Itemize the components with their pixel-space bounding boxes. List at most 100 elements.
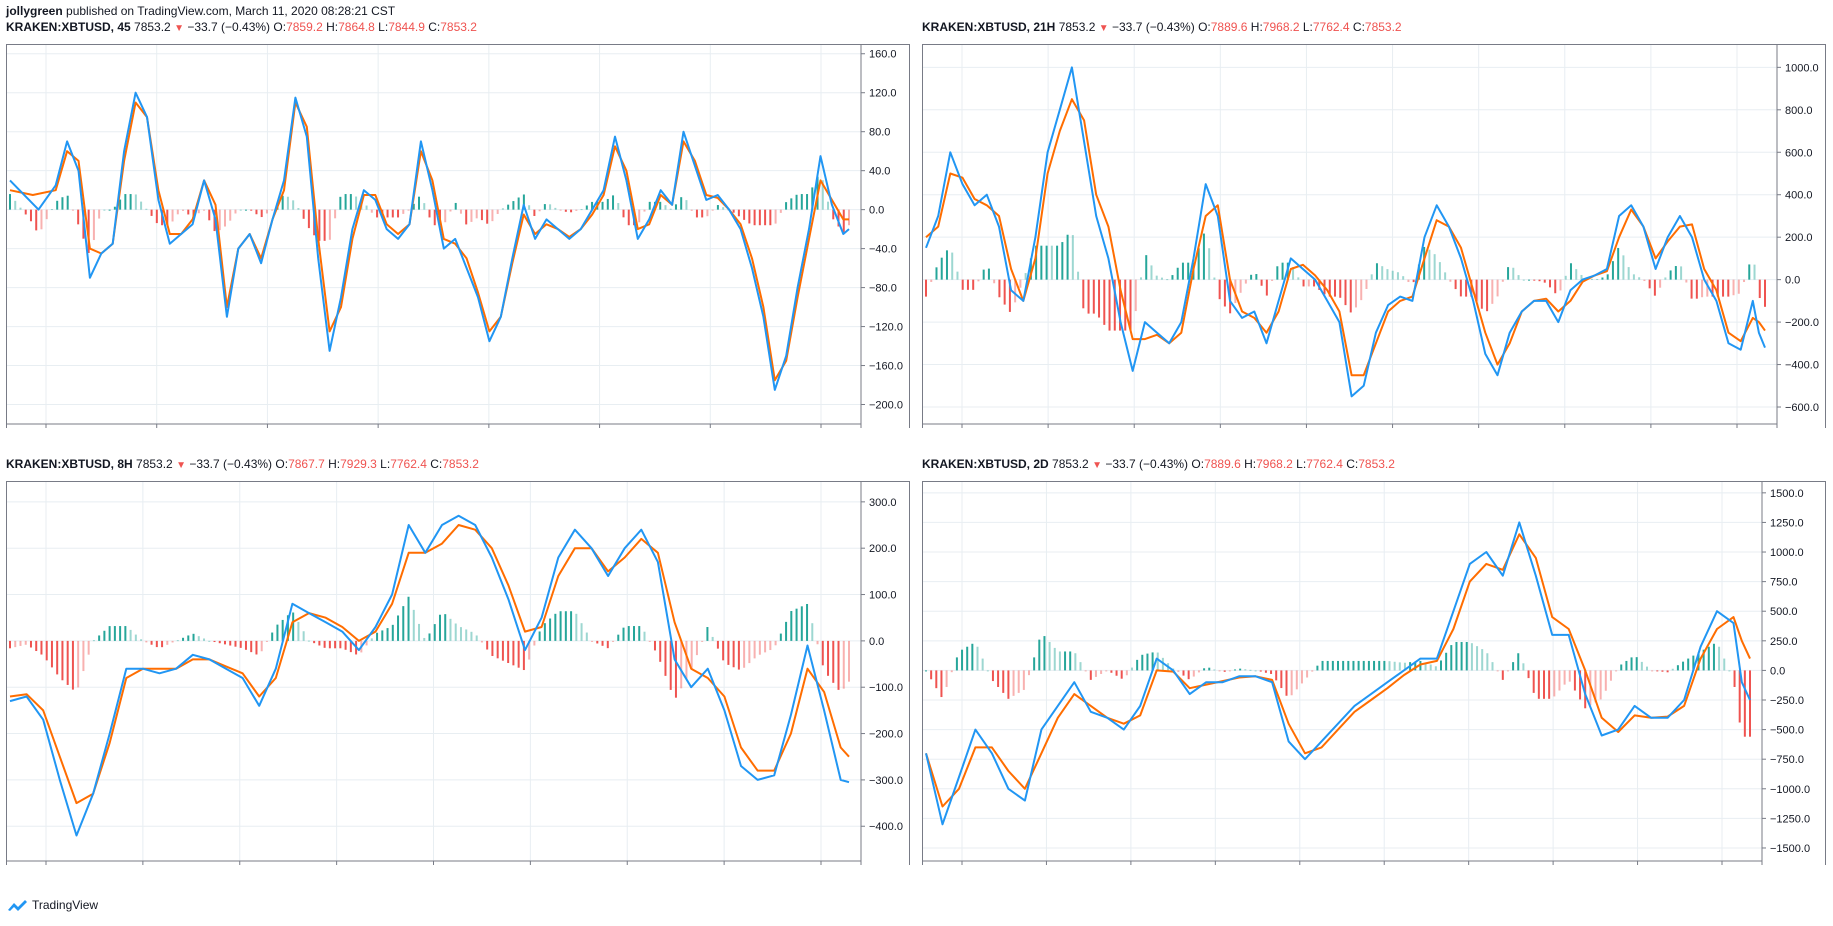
histogram-bar [1002,670,1005,693]
histogram-bar [1669,270,1672,280]
histogram-bar [1181,262,1184,280]
footer-brand[interactable]: TradingView [6,898,98,912]
histogram-bar [1275,670,1278,681]
chart-legend: KRAKEN:XBTUSD, 2D 7853.2 ▼ −33.7 (−0.43%… [922,457,1395,471]
histogram-bar [103,630,106,641]
histogram-bar [1620,664,1623,671]
histogram-bar [1454,279,1457,290]
histogram-bar [1352,660,1355,671]
histogram-bar [113,206,116,210]
histogram-bar [1056,245,1059,280]
histogram-bar [1532,670,1535,693]
histogram-bar [234,640,237,647]
histogram-bar [50,640,53,668]
histogram-bar [1643,279,1646,282]
histogram-bar [925,670,927,672]
histogram-bar [1568,670,1571,682]
legend-high-label: H: [1250,20,1263,34]
histogram-bar [1429,664,1432,671]
chart-svg[interactable]: 1000.0 800.0 600.0 400.0 200.0 0.0 −200.0 −400.… [916,0,1829,428]
histogram-bar [1014,279,1017,303]
histogram-bar [806,194,809,210]
histogram-bar [1019,279,1022,288]
histogram-bar [1393,661,1396,671]
histogram-bar [1537,670,1540,699]
histogram-bar [580,209,583,211]
histogram-bar [255,209,258,215]
histogram-bar [1337,660,1339,671]
histogram-bar [334,640,337,649]
histogram-bar [407,596,410,641]
histogram-bar [800,606,803,641]
histogram-bar [1391,270,1394,280]
histogram-bar [1615,670,1618,672]
histogram-bar [940,257,943,280]
histogram-bar [1254,670,1257,672]
histogram-bar [1491,279,1494,304]
histogram-bar [423,203,426,210]
y-tick-label: −1500.0 [1770,843,1810,855]
chart-panel-21h[interactable]: KRAKEN:XBTUSD, 21H 7853.2 ▼ −33.7 (−0.43… [916,0,1829,428]
histogram-bar [1115,670,1118,676]
histogram-bar [1202,233,1205,280]
y-tick-label: −300.0 [869,775,903,787]
chart-svg[interactable]: 160.0 120.0 80.0 40.0 0.0 −40.0 −80.0 −120.0 −16… [0,0,913,428]
histogram-bar [1071,235,1074,280]
histogram-bar [66,640,69,685]
histogram-bar [1388,661,1391,671]
histogram-bar [1146,653,1149,671]
histogram-bar [45,209,48,220]
histogram-bar [465,629,468,641]
histogram-bar [302,209,305,219]
histogram-bar [318,640,321,646]
histogram-bar [192,633,195,641]
histogram-bar [213,209,216,232]
histogram-bar [1656,670,1659,672]
histogram-bar [1105,670,1108,672]
histogram-bar [1208,248,1211,280]
histogram-bar [549,204,552,210]
histogram-bar [1187,262,1190,280]
chart-panel-45[interactable]: KRAKEN:XBTUSD, 45 7853.2 ▼ −33.7 (−0.43%… [0,0,913,428]
histogram-bar [1223,670,1226,672]
chart-svg[interactable]: 1500.0 1250.0 1000.0 750.0 500.0 250.0 0.0 −250… [916,437,1829,865]
histogram-bar [1134,279,1137,312]
chart-svg[interactable]: 300.0 200.0 100.0 0.0 −100.0 −200.0 −300.0 −400… [0,437,913,865]
histogram-bar [391,624,394,641]
histogram-bar [832,209,835,220]
histogram-bar [265,640,268,642]
histogram-bar [171,640,174,643]
chart-panel-8h[interactable]: KRAKEN:XBTUSD, 8H 7853.2 ▼ −33.7 (−0.43%… [0,437,913,865]
histogram-bar [244,640,247,650]
histogram-bar [1213,277,1216,280]
legend-open: 7889.6 [1204,457,1241,471]
histogram-bar [1601,277,1604,280]
histogram-bar [323,640,326,648]
histogram-bar [1611,261,1614,280]
histogram-bar [1100,670,1103,674]
histogram-bar [701,640,704,642]
histogram-bar [1716,279,1719,297]
histogram-bar [1213,669,1216,671]
histogram-bar [1012,670,1015,696]
histogram-bar [543,623,546,641]
histogram-bar [119,626,122,641]
histogram-bar [591,640,594,642]
chart-panel-2d[interactable]: KRAKEN:XBTUSD, 2D 7853.2 ▼ −33.7 (−0.43%… [916,437,1829,865]
y-tick-label: −1000.0 [1770,784,1810,796]
histogram-bar [1197,248,1200,280]
histogram-bar [1569,263,1572,280]
plot-border [6,481,910,865]
legend-last-price: 7853.2 [134,20,171,34]
author-name[interactable]: jollygreen [6,4,63,18]
histogram-bar [1728,670,1731,672]
histogram-bar [1434,666,1437,671]
histogram-bar [1449,279,1452,282]
histogram-bar [1674,266,1677,280]
legend-down-arrow: ▼ [176,460,186,471]
histogram-bar [77,640,80,688]
histogram-bar [737,209,740,217]
histogram-bar [1558,670,1561,691]
histogram-bar [1749,670,1751,737]
histogram-bar [986,670,989,672]
